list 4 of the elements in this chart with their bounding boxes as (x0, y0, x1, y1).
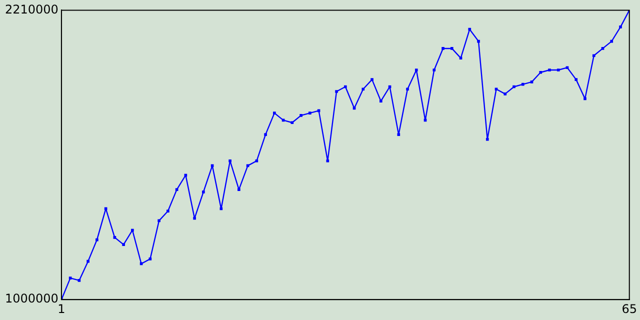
x-tick-label: 1 (58, 302, 66, 316)
y-tick-label: 2210000 (4, 2, 58, 16)
y-tick-label: 1000000 (4, 292, 58, 306)
x-tick-label: 65 (622, 302, 638, 316)
